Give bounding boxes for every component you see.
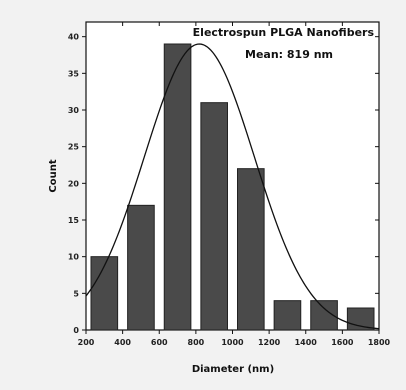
y-tick-label-0: 0 bbox=[73, 326, 79, 335]
y-tick-label-25: 25 bbox=[68, 143, 80, 152]
x-tick-label-1200: 1200 bbox=[258, 338, 281, 347]
bar-600-800 bbox=[163, 43, 192, 331]
x-tick-label-200: 200 bbox=[78, 338, 95, 347]
ticks-group bbox=[82, 22, 380, 334]
x-tick-label-800: 800 bbox=[188, 338, 205, 347]
bar-200-400 bbox=[90, 256, 119, 331]
gaussian-fit-curve bbox=[85, 43, 380, 330]
y-tick-label-30: 30 bbox=[68, 106, 80, 115]
x-tick-label-400: 400 bbox=[114, 338, 131, 347]
x-tick-label-600: 600 bbox=[151, 338, 168, 347]
x-tick-label-1800: 1800 bbox=[368, 338, 391, 347]
y-tick-label-20: 20 bbox=[68, 179, 80, 188]
bar-400-600 bbox=[127, 204, 155, 331]
annotation-title: Electrospun PLGA Nanofibers bbox=[193, 26, 375, 39]
y-tick-label-35: 35 bbox=[68, 69, 80, 78]
annotation-mean: Mean: 819 nm bbox=[245, 48, 333, 61]
x-tick-label-1600: 1600 bbox=[331, 338, 354, 347]
x-tick-label-1000: 1000 bbox=[221, 338, 244, 347]
x-axis-label: Diameter (nm) bbox=[192, 364, 274, 375]
tick-labels-group: 200 400 600 800 1000 1200 1400 1600 1800 0 5 10 15 20… bbox=[68, 33, 391, 347]
bar-1000-1200 bbox=[237, 168, 265, 331]
y-tick-label-15: 15 bbox=[68, 216, 80, 225]
x-tick-label-1400: 1400 bbox=[295, 338, 318, 347]
y-axis-label: Count bbox=[48, 159, 59, 192]
bar-1200-1400 bbox=[273, 300, 302, 331]
y-tick-label-5: 5 bbox=[73, 289, 79, 298]
bar-800-1000 bbox=[200, 102, 228, 331]
y-tick-label-40: 40 bbox=[68, 33, 80, 42]
y-tick-label-10: 10 bbox=[68, 253, 80, 262]
